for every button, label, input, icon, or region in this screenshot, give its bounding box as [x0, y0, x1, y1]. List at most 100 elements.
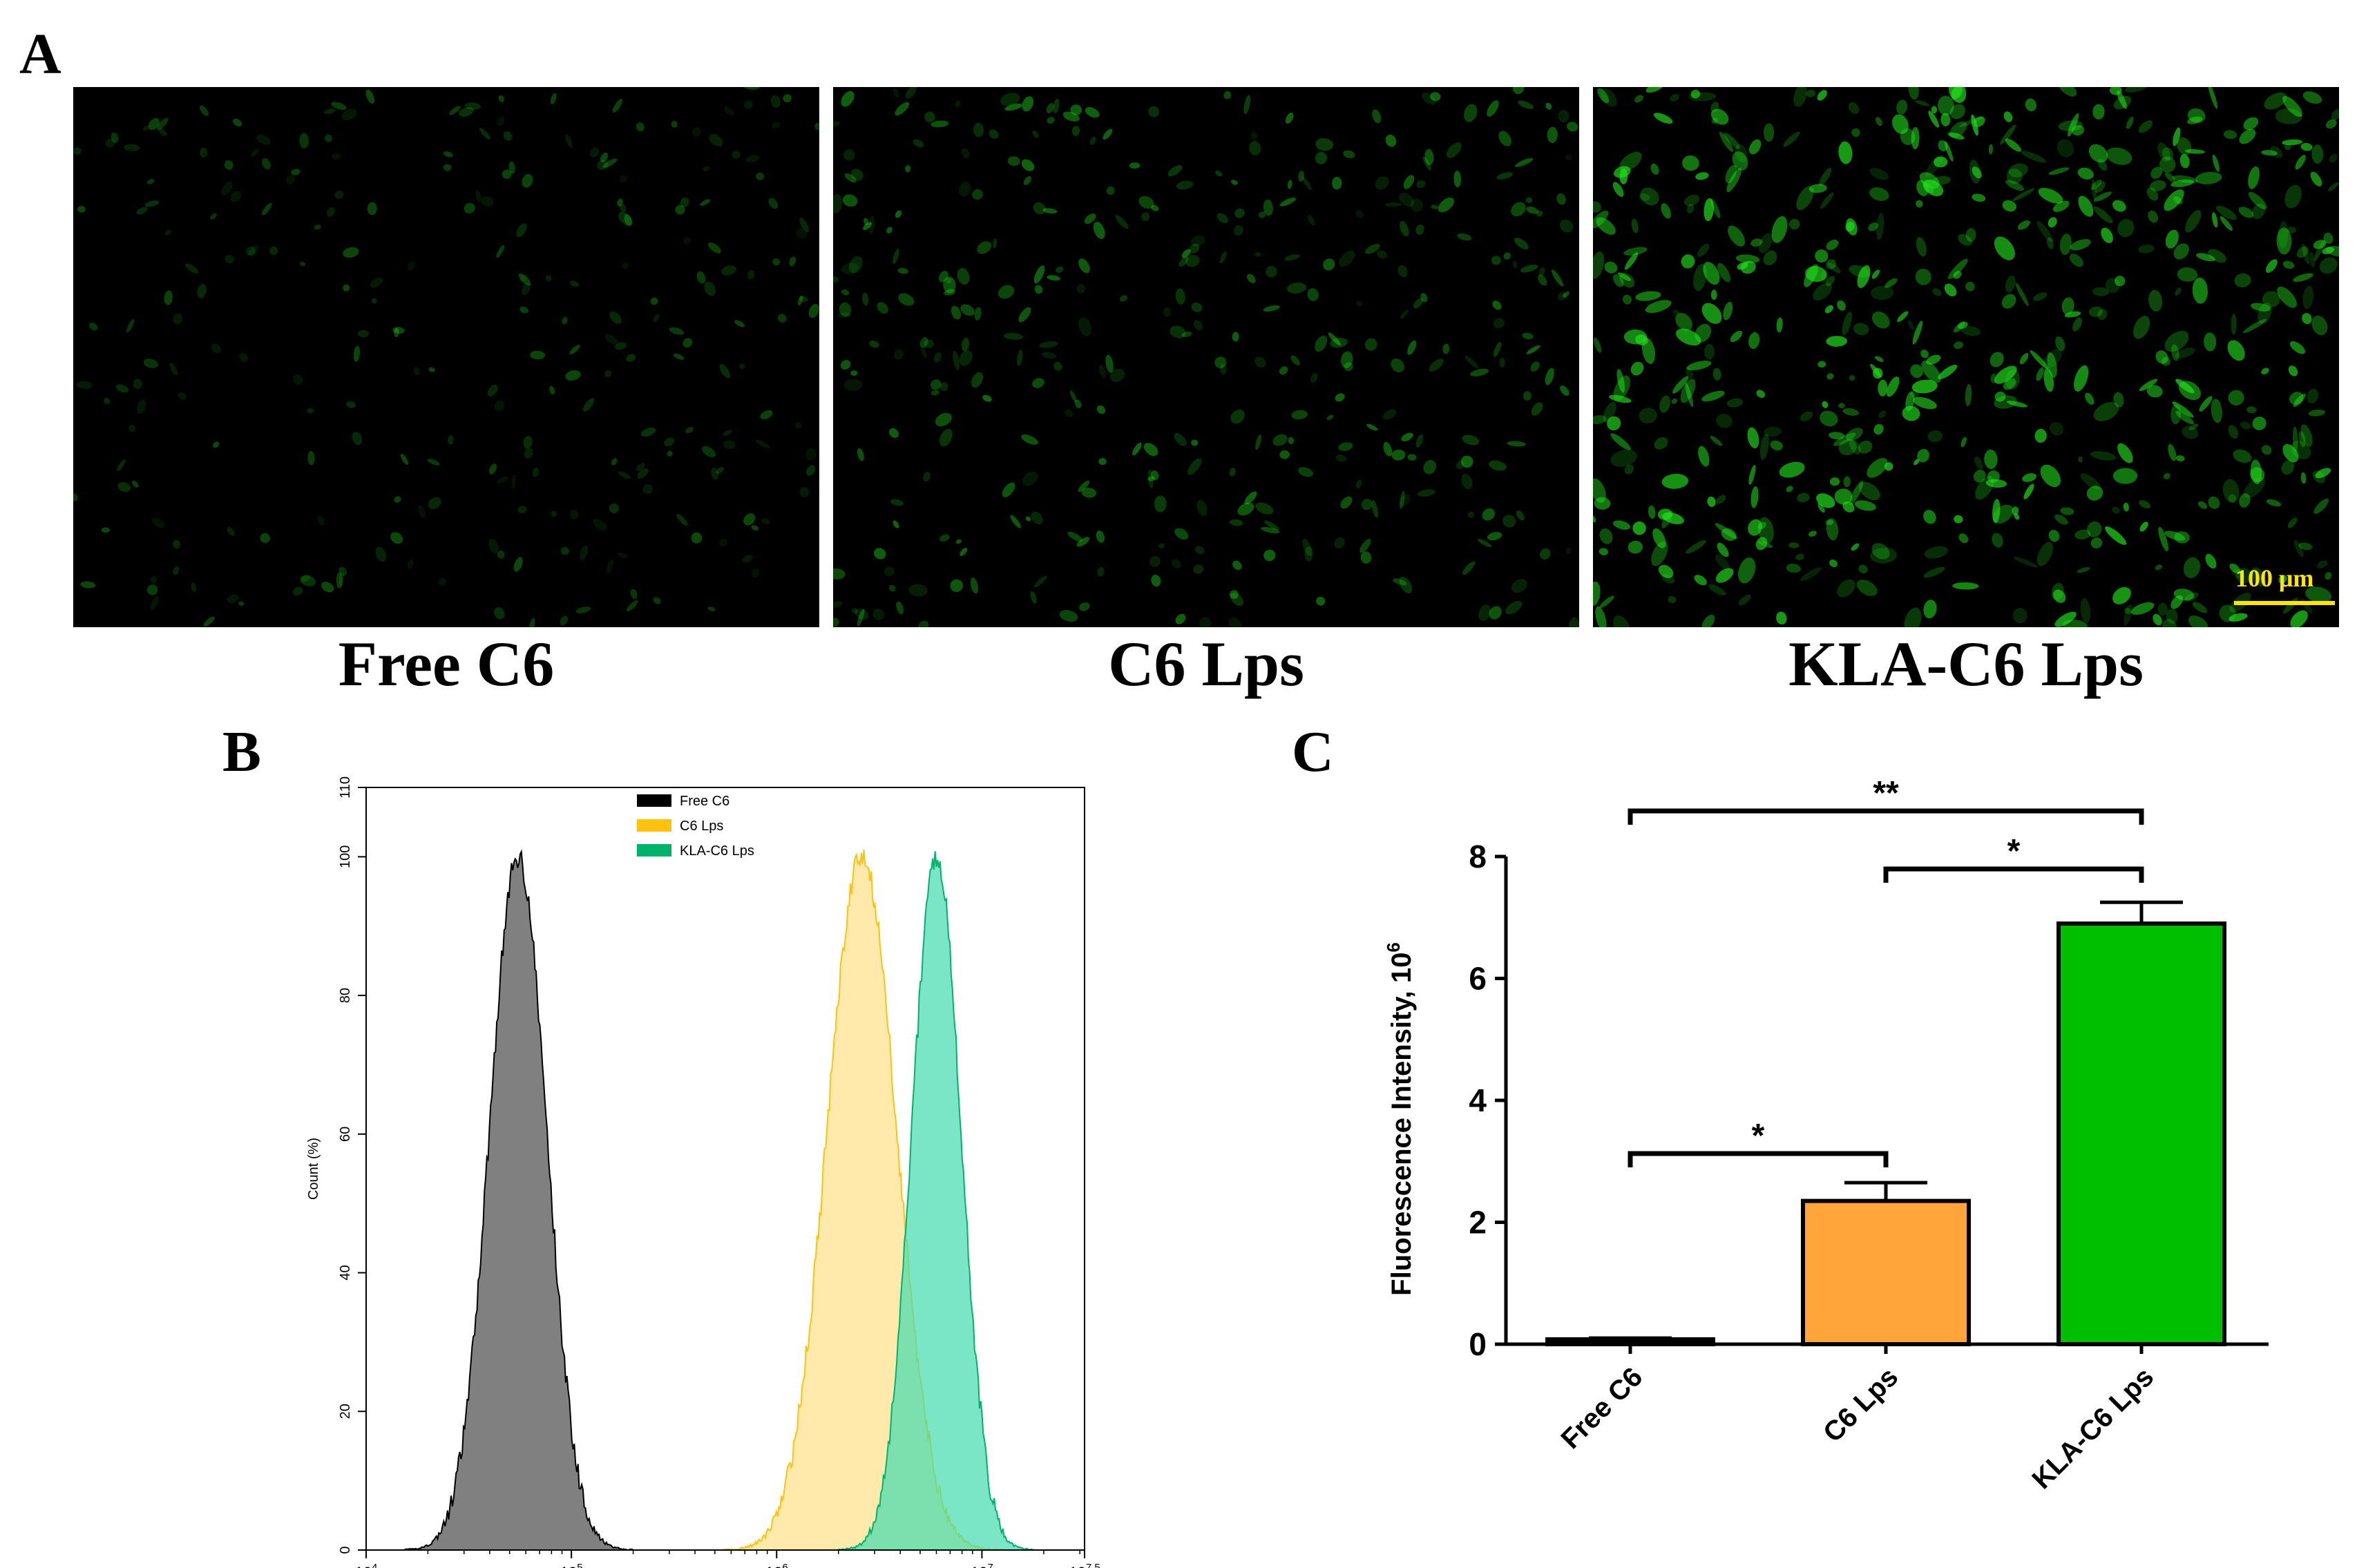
cell	[1364, 338, 1377, 351]
cell	[1694, 575, 1707, 586]
cell	[2229, 613, 2248, 622]
cell	[1764, 123, 1775, 142]
cell	[1949, 104, 1965, 119]
cell	[1994, 391, 2006, 402]
cell	[325, 134, 332, 142]
cell	[1151, 204, 1159, 211]
cell	[2248, 166, 2260, 189]
cell	[1400, 490, 1405, 510]
cell	[1138, 195, 1154, 209]
cell	[938, 271, 948, 283]
cell	[743, 100, 753, 109]
cell	[2078, 456, 2083, 463]
cell	[1423, 459, 1436, 475]
cell	[570, 280, 579, 287]
cell	[1279, 366, 1288, 375]
cell	[104, 397, 111, 405]
cell	[164, 290, 173, 305]
cell	[946, 278, 952, 284]
cell	[1680, 379, 1696, 403]
micrograph-free-c6	[73, 87, 819, 627]
cell	[664, 437, 674, 447]
cell	[1904, 607, 1922, 627]
cell	[1338, 442, 1353, 451]
cell	[149, 117, 160, 131]
bar-kla-c6-lps	[2057, 921, 2226, 1346]
cell	[2057, 139, 2074, 157]
cell	[1661, 203, 1671, 219]
cell	[1987, 470, 2000, 483]
cell	[1229, 468, 1236, 477]
cell	[1229, 590, 1239, 600]
cell	[1540, 548, 1551, 560]
cell	[1557, 292, 1567, 300]
cell	[1025, 516, 1031, 522]
cell	[1920, 350, 1929, 358]
cell	[1695, 172, 1709, 180]
cell	[1907, 320, 1914, 330]
cell	[2276, 227, 2292, 255]
cell	[1738, 557, 1756, 584]
cells-c6-lps	[833, 87, 1579, 627]
cell	[1593, 478, 1606, 503]
cell	[225, 254, 234, 264]
cell	[1416, 180, 1426, 189]
cell	[1858, 440, 1873, 454]
cell	[1809, 184, 1827, 193]
cell	[565, 370, 581, 381]
cell	[2311, 315, 2328, 336]
cell	[1356, 300, 1362, 307]
legend-label: C6 Lps	[680, 819, 723, 834]
cell	[2228, 425, 2239, 439]
cell	[2155, 564, 2163, 571]
cell	[1878, 379, 1888, 396]
cell	[227, 594, 239, 604]
cell	[1302, 538, 1312, 557]
cell	[2005, 138, 2022, 152]
cell	[1244, 491, 1257, 505]
cell	[1487, 100, 1499, 117]
cell	[1949, 121, 1967, 138]
cell	[1661, 510, 1673, 528]
cell	[833, 601, 843, 609]
cell	[1826, 259, 1837, 269]
cell	[1355, 210, 1364, 218]
cell	[897, 267, 908, 274]
cell	[1022, 96, 1034, 112]
cell	[299, 261, 306, 267]
cell	[1446, 142, 1462, 158]
cell	[840, 360, 851, 370]
cell	[1683, 194, 1700, 207]
cell	[1826, 276, 1835, 287]
histogram-y-tick-label: 0	[338, 1546, 353, 1553]
panel-letter-c: C	[1292, 720, 1334, 784]
cell	[2048, 217, 2057, 228]
cell	[1085, 107, 1100, 118]
cell	[1316, 596, 1326, 606]
cell	[1973, 469, 1986, 483]
micrograph-label-c6-lps: C6 Lps	[1108, 629, 1304, 699]
cell	[1401, 432, 1413, 441]
cell	[1594, 337, 1602, 353]
cell	[338, 572, 345, 587]
cell	[1640, 187, 1659, 206]
cell	[300, 575, 310, 582]
cell	[1304, 546, 1313, 562]
cell	[307, 408, 314, 414]
cell	[742, 555, 753, 563]
cell	[2310, 171, 2322, 187]
cell	[1628, 540, 1643, 554]
cell	[1878, 410, 1887, 419]
cell	[1512, 87, 1525, 95]
cell	[2163, 472, 2170, 479]
cell	[111, 132, 119, 143]
cell	[1960, 325, 1981, 336]
cell	[1464, 355, 1479, 369]
cell	[2005, 276, 2016, 293]
cell	[269, 246, 278, 256]
cell	[1710, 289, 1717, 300]
histogram-legend: Free C6 C6 Lps KLA-C6 Lps	[637, 794, 754, 859]
legend-label: KLA-C6 Lps	[680, 843, 754, 859]
cell	[1021, 159, 1035, 171]
cell	[1084, 213, 1096, 224]
